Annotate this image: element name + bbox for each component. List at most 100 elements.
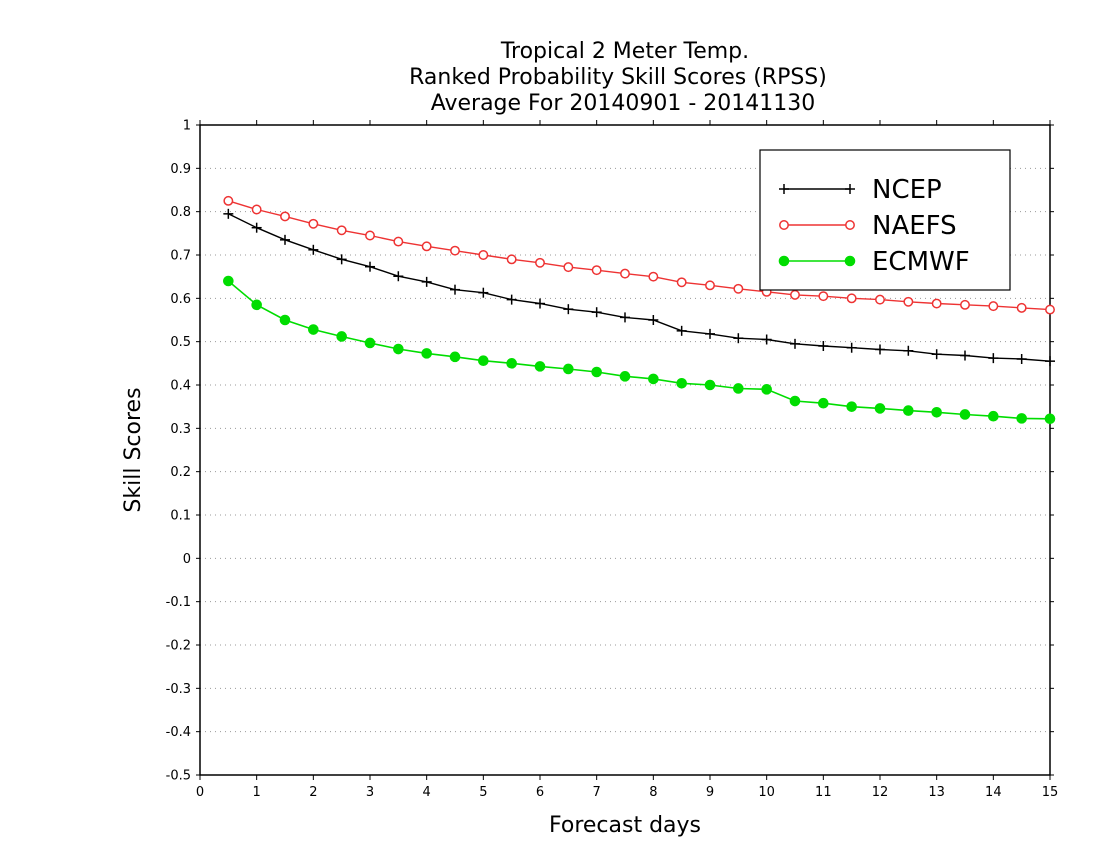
legend-label-ncep: NCEP — [872, 175, 942, 205]
data-point-naefs — [280, 211, 290, 222]
legend-marker-ncep — [845, 184, 855, 194]
legend-marker-ecmwf — [778, 255, 790, 267]
data-point-ncep — [280, 234, 290, 245]
x-tick-label: 11 — [815, 785, 832, 800]
data-point-ncep — [620, 312, 630, 323]
data-point-naefs — [903, 296, 914, 307]
data-point-ecmwf — [846, 401, 857, 412]
data-point-naefs — [563, 262, 574, 273]
series-lines — [223, 195, 1056, 425]
data-point-ncep — [761, 334, 772, 345]
data-point-ecmwf — [223, 275, 234, 287]
legend: NCEP NAEFS ECMWF — [759, 149, 1011, 291]
legend-marker-naefs — [845, 220, 855, 230]
data-point-ecmwf — [308, 324, 319, 335]
data-point-ncep — [1045, 356, 1055, 367]
data-point-ecmwf — [421, 348, 432, 359]
y-tick-label: 0.5 — [170, 335, 191, 350]
series-line-ecmwf — [227, 280, 1051, 420]
data-point-ecmwf — [733, 383, 744, 394]
y-tick-label: -0.3 — [166, 682, 191, 697]
x-tick-label: 8 — [649, 785, 657, 800]
chart-title-line-1: Tropical 2 Meter Temp. — [500, 39, 749, 64]
data-point-ecmwf — [563, 363, 574, 375]
data-point-ncep — [450, 284, 460, 295]
legend-marker-ecmwf — [844, 255, 856, 267]
data-point-ncep — [875, 344, 885, 355]
gridlines — [200, 167, 1050, 733]
y-tick-label: 0 — [183, 552, 191, 567]
data-point-ecmwf — [1016, 413, 1027, 424]
axis-ticks: 1 0.9 0.8 0.7 0.6 0.5 0.4 0.3 0.2 0.1 0 -0.1 -0.2 -0.… — [166, 119, 1059, 801]
data-point-naefs — [393, 236, 404, 247]
legend-marker-naefs — [779, 220, 789, 230]
data-point-naefs — [450, 245, 460, 256]
y-tick-label: 0.7 — [170, 249, 191, 264]
y-tick-label: -0.1 — [166, 595, 191, 610]
data-point-ecmwf — [251, 299, 262, 311]
chart-title-line-2: Ranked Probability Skill Scores (RPSS) — [409, 65, 827, 90]
y-tick-label: 1 — [183, 119, 191, 134]
data-point-ncep — [365, 261, 375, 272]
data-point-ncep — [960, 350, 970, 361]
data-point-ecmwf — [449, 351, 461, 363]
data-point-naefs — [790, 289, 800, 300]
data-point-ncep — [988, 353, 999, 364]
legend-label-ecmwf: ECMWF — [872, 247, 970, 277]
series-naefs — [223, 195, 1055, 315]
data-point-ecmwf — [959, 409, 971, 420]
y-tick-label: 0.8 — [170, 205, 191, 220]
data-point-naefs — [336, 225, 347, 236]
data-point-ecmwf — [676, 377, 687, 389]
x-tick-label: 9 — [706, 785, 714, 800]
data-point-naefs — [478, 250, 489, 260]
data-point-ncep — [478, 287, 489, 298]
x-tick-label: 7 — [593, 785, 601, 800]
data-point-naefs — [1045, 304, 1055, 315]
y-tick-label: 0.3 — [170, 422, 191, 437]
data-point-ncep — [591, 307, 602, 318]
x-tick-label: 15 — [1042, 785, 1059, 800]
data-point-ncep — [535, 298, 545, 309]
data-point-ncep — [506, 294, 517, 305]
data-point-ncep — [1016, 354, 1027, 364]
x-tick-label: 2 — [309, 785, 317, 800]
data-point-naefs — [676, 277, 687, 288]
x-tick-label: 3 — [366, 785, 374, 800]
data-point-ncep — [648, 315, 659, 325]
y-axis-label: Skill Scores — [121, 387, 146, 512]
data-point-ncep — [393, 271, 404, 282]
x-tick-label: 4 — [423, 785, 431, 800]
y-tick-label: -0.2 — [166, 639, 191, 654]
legend-entry-ncep: NCEP — [779, 175, 942, 205]
data-point-ecmwf — [903, 405, 914, 416]
data-point-ecmwf — [591, 366, 602, 378]
x-tick-label: 6 — [536, 785, 544, 800]
y-tick-label: -0.4 — [166, 725, 191, 740]
legend-marker-ncep — [779, 184, 789, 194]
data-point-naefs — [818, 291, 829, 302]
x-tick-label: 14 — [985, 785, 1002, 800]
x-tick-label: 5 — [479, 785, 487, 800]
legend-entry-ecmwf: ECMWF — [778, 247, 970, 277]
data-point-ecmwf — [279, 314, 291, 326]
data-point-ncep — [421, 276, 432, 287]
data-point-ncep — [818, 341, 829, 351]
data-point-naefs — [705, 280, 715, 291]
data-point-ecmwf — [874, 403, 886, 414]
data-point-ecmwf — [534, 361, 546, 372]
data-point-ecmwf — [648, 373, 659, 385]
data-point-naefs — [1016, 302, 1027, 313]
data-point-ecmwf — [931, 407, 942, 418]
data-point-ncep — [846, 342, 857, 353]
data-point-naefs — [251, 204, 262, 215]
data-point-naefs — [875, 294, 885, 305]
data-point-ncep — [790, 338, 800, 349]
x-tick-label: 1 — [253, 785, 261, 800]
series-ecmwf — [223, 275, 1056, 425]
data-point-ecmwf — [761, 384, 772, 395]
y-tick-label: 0.2 — [170, 465, 191, 480]
data-point-ecmwf — [506, 358, 517, 369]
data-point-naefs — [365, 230, 375, 241]
